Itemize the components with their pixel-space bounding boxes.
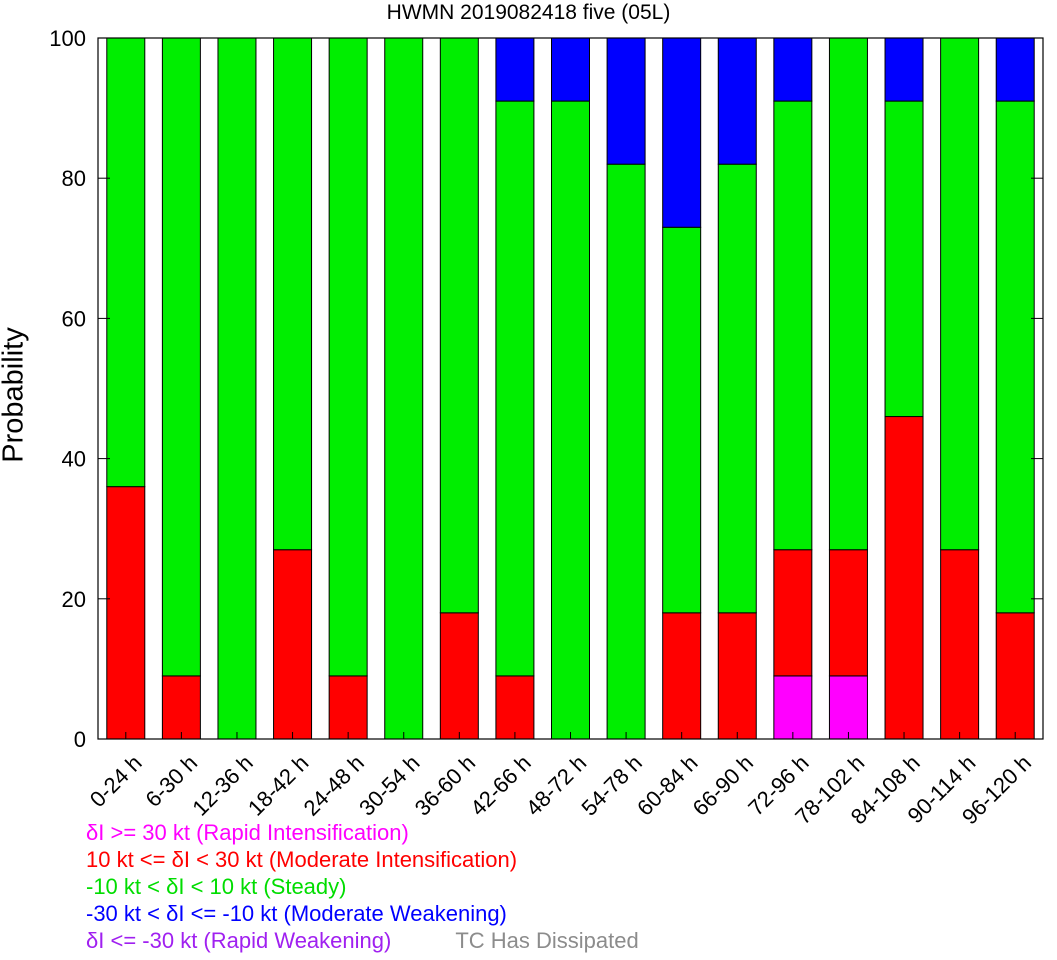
bar-segment-14-series-2 [884, 100, 924, 418]
bar-segment-3-series-1 [273, 549, 313, 740]
x-tick-label: 18-42 h [243, 750, 313, 820]
bar-segment-1-series-1 [161, 675, 201, 740]
bar-segment-12-series-0 [773, 675, 813, 740]
x-tick-label: 36-60 h [410, 750, 480, 820]
x-tick-label: 66-90 h [688, 750, 758, 820]
bar-segment-1-series-2 [161, 37, 201, 677]
bar-segment-9-series-2 [606, 163, 646, 740]
y-tick-label: 100 [49, 26, 86, 51]
y-tick-label: 20 [62, 587, 86, 612]
bar-segment-16-series-1 [995, 612, 1035, 740]
bar-segment-12-series-3 [773, 37, 813, 102]
bar-segment-0-series-2 [106, 37, 146, 488]
legend-moderate-intensification: 10 kt <= δI < 30 kt (Moderate Intensific… [86, 847, 518, 872]
bar-segment-12-series-2 [773, 100, 813, 551]
bar-segment-15-series-1 [940, 549, 980, 740]
legend-last-row: δI <= -30 kt (Rapid Weakening) TC Has Dis… [86, 927, 639, 954]
bar-segment-6-series-2 [439, 37, 479, 614]
bar-segment-13-series-0 [828, 675, 868, 740]
bar-segment-4-series-2 [328, 37, 368, 677]
bar-segment-14-series-3 [884, 37, 924, 102]
bar-segment-14-series-1 [884, 416, 924, 740]
x-tick-label: 12-36 h [187, 750, 257, 820]
bar-segment-16-series-3 [995, 37, 1035, 102]
bar-segment-6-series-1 [439, 612, 479, 740]
x-tick-label: 48-72 h [521, 750, 591, 820]
bar-segment-15-series-2 [940, 37, 980, 551]
y-tick-label: 0 [74, 727, 86, 752]
bar-segment-7-series-2 [495, 100, 535, 677]
bar-segment-10-series-2 [662, 226, 702, 614]
bar-segment-13-series-2 [828, 37, 868, 551]
x-tick-label: 42-66 h [465, 750, 535, 820]
bar-segment-5-series-2 [384, 37, 424, 740]
x-tick-label: 54-78 h [576, 750, 646, 820]
bar-segment-12-series-1 [773, 549, 813, 677]
bar-segment-7-series-3 [495, 37, 535, 102]
bar-segment-7-series-1 [495, 675, 535, 740]
legend-rapid-weakening: δI <= -30 kt (Rapid Weakening) [86, 928, 392, 953]
bars-layer [106, 37, 1035, 740]
bar-segment-4-series-1 [328, 675, 368, 740]
legend: δI >= 30 kt (Rapid Intensification) 10 k… [86, 819, 639, 954]
bar-segment-11-series-2 [717, 163, 757, 614]
y-tick-label: 60 [62, 306, 86, 331]
bar-segment-16-series-2 [995, 100, 1035, 614]
bar-segment-10-series-3 [662, 37, 702, 228]
legend-rapid-intensification: δI >= 30 kt (Rapid Intensification) [86, 820, 409, 845]
bar-segment-9-series-3 [606, 37, 646, 165]
bar-segment-2-series-2 [217, 37, 257, 740]
x-tick-label: 24-48 h [299, 750, 369, 820]
bar-segment-0-series-1 [106, 486, 146, 740]
x-tick-label: 60-84 h [632, 750, 702, 820]
plot-frame [97, 37, 1044, 740]
legend-moderate-weakening: -30 kt < δI <= -10 kt (Moderate Weakenin… [86, 901, 507, 926]
bar-segment-13-series-1 [828, 549, 868, 677]
y-tick-label: 80 [62, 166, 86, 191]
bar-segment-8-series-3 [551, 37, 590, 102]
x-tick-label: 30-54 h [354, 750, 424, 820]
x-tick-label: 0-24 h [85, 750, 147, 812]
legend-tc-dissipated: TC Has Dissipated [455, 928, 639, 953]
legend-steady: -10 kt < δI < 10 kt (Steady) [86, 874, 347, 899]
bar-segment-3-series-2 [273, 37, 313, 551]
bar-segment-8-series-2 [551, 100, 590, 740]
bar-segment-11-series-1 [717, 612, 757, 740]
y-tick-label: 40 [62, 447, 86, 472]
bar-segment-10-series-1 [662, 612, 702, 740]
chart-title: HWMN 2019082418 five (05L) [386, 1, 671, 24]
bar-segment-11-series-3 [717, 37, 757, 165]
